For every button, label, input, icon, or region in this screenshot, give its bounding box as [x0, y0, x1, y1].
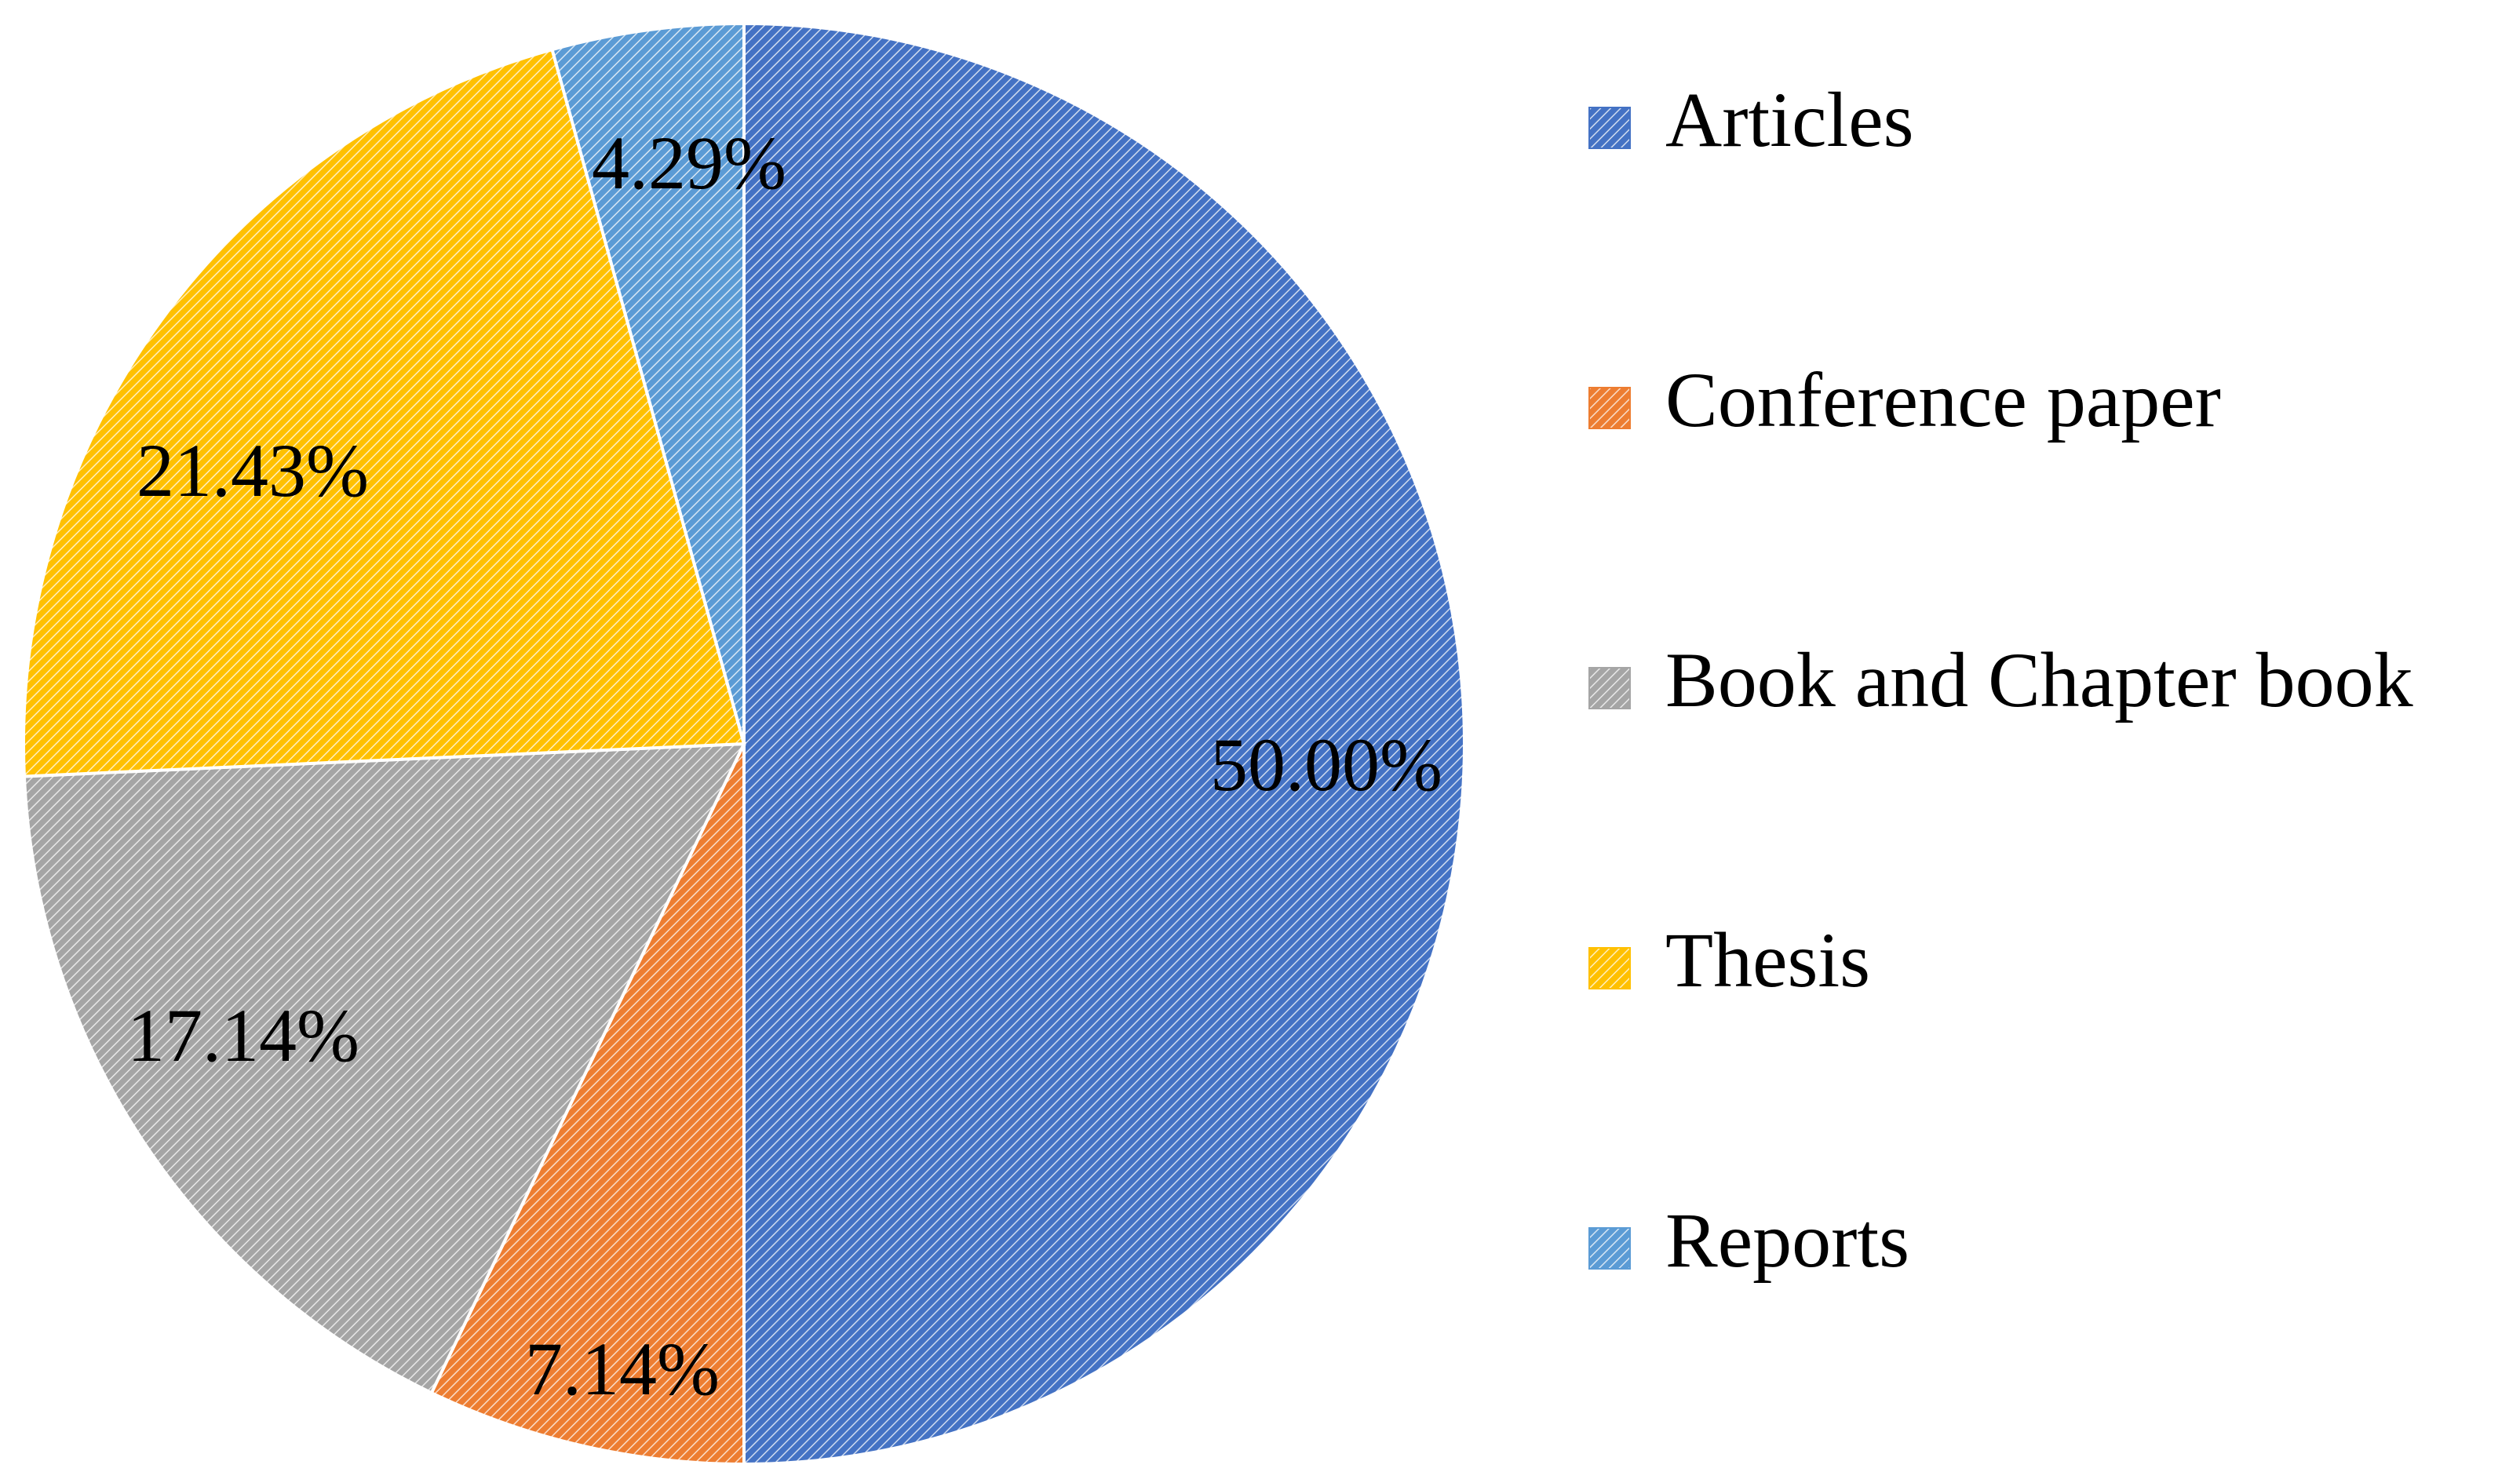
- legend-label-conference-paper: Conference paper: [1665, 356, 2221, 443]
- legend-swatch-thesis: [1588, 947, 1631, 989]
- legend: Articles Conference paper Book and Chapter…: [1588, 76, 2413, 1284]
- legend-label-reports: Reports: [1665, 1197, 1909, 1284]
- pie-slices: [22, 21, 1466, 1467]
- data-label-articles: 50.00%: [1210, 723, 1442, 807]
- data-label-reports: 4.29%: [592, 121, 786, 205]
- legend-label-thesis: Thesis: [1665, 916, 1870, 1004]
- pie-slice-reports: [550, 21, 746, 745]
- legend-swatch-articles: [1588, 107, 1631, 149]
- legend-swatch-reports: [1588, 1227, 1631, 1270]
- data-label-book-and-chapter-book: 17.14%: [127, 993, 359, 1077]
- data-label-thesis: 21.43%: [137, 428, 369, 512]
- legend-label-book-and-chapter-book: Book and Chapter book: [1665, 636, 2413, 723]
- pie-slice-articles: [742, 21, 1466, 1467]
- pie-slice-book-and-chapter-book: [22, 741, 747, 1395]
- legend-swatch-book-and-chapter-book: [1588, 667, 1631, 709]
- data-label-conference-paper: 7.14%: [525, 1327, 720, 1411]
- legend-swatch-conference-paper: [1588, 387, 1631, 429]
- data-labels: 50.00% 7.14% 17.14% 21.43% 4.29%: [127, 121, 1442, 1411]
- legend-label-articles: Articles: [1665, 76, 1914, 163]
- pie-slice-conference-paper: [429, 743, 746, 1467]
- pie-slice-thesis: [22, 47, 746, 778]
